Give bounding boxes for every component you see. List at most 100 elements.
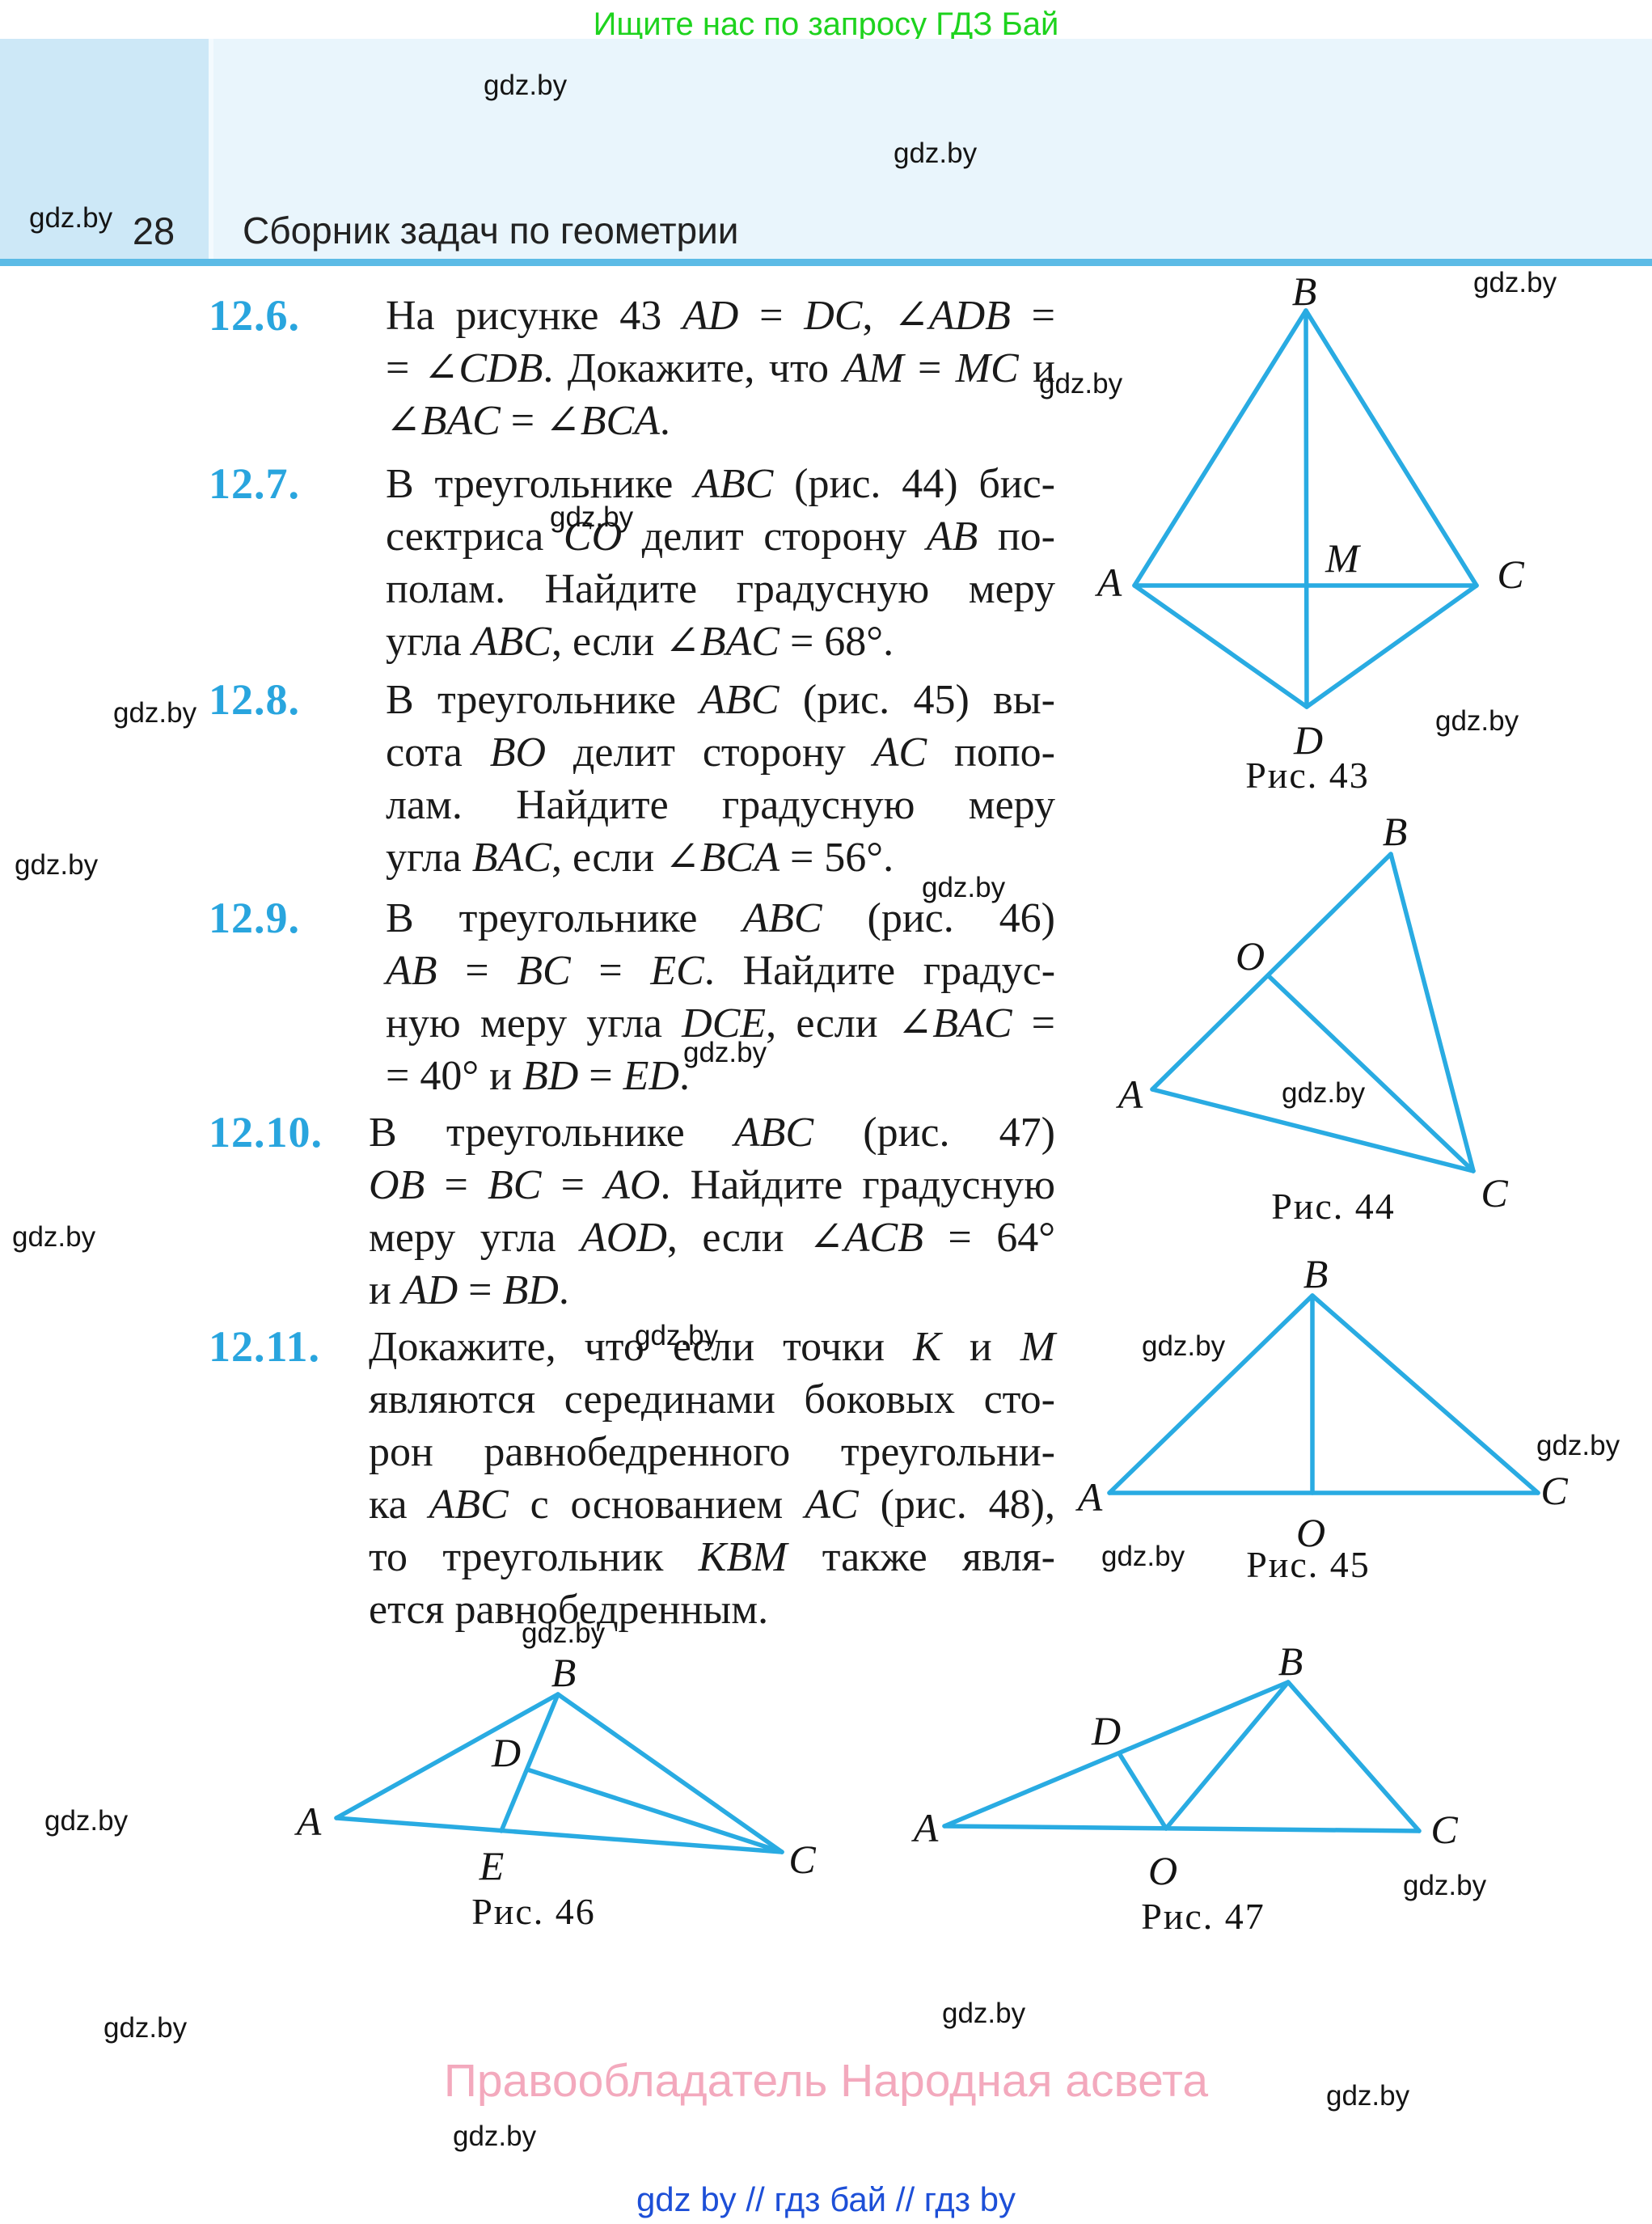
- problem-text-line: то треугольник KBM также явля-: [369, 1534, 1055, 1580]
- problem-text-line: ∠BAC = ∠BCA.: [386, 398, 670, 444]
- problem-text-line: сектриса CO делит сторону AB по-: [386, 514, 1055, 560]
- watermark: gdz.by: [1282, 1077, 1366, 1109]
- problem-text-line: ется равнобедренным.: [369, 1587, 769, 1633]
- segment-AB: [1150, 852, 1393, 1092]
- problem-12-7: 12.7. В треугольнике ABC (рис. 44) бис- …: [209, 458, 1055, 668]
- watermark: gdz.by: [104, 2012, 188, 2044]
- watermark: gdz.by: [1142, 1330, 1226, 1362]
- segment-BC: [556, 1692, 784, 1854]
- watermark: gdz.by: [1536, 1430, 1620, 1461]
- problem-text-line: В треугольнике ABC (рис. 45) вы-: [386, 677, 1055, 723]
- problem-number: 12.11.: [209, 1322, 321, 1371]
- segment-DO: [1117, 1751, 1168, 1831]
- vertex-label-A: A: [294, 1799, 322, 1844]
- segment-AC: [334, 1816, 784, 1854]
- segment-AC: [942, 1824, 1422, 1833]
- page-number: 28: [132, 209, 175, 252]
- problem-text-line: = ∠CDB. Докажите, что AM = MC и: [386, 345, 1055, 391]
- problem-text-line: Докажите, что если точки K и M: [369, 1324, 1056, 1370]
- header-band: [0, 39, 1652, 259]
- point-label-E: E: [479, 1843, 505, 1888]
- figure-caption: Рис. 43: [1245, 755, 1370, 796]
- segment-AB: [1132, 308, 1308, 588]
- problem-text-line: полам. Найдите градусную меру: [386, 566, 1055, 612]
- segment-AC: [1150, 1087, 1476, 1173]
- problem-text-line: ную меру угла DCE, если ∠BAC =: [386, 1000, 1055, 1046]
- segment-BE: [499, 1692, 560, 1833]
- figure-45: B A C O Рис. 45: [1075, 1251, 1569, 1585]
- problem-text-line: меру угла AOD, если ∠ACB = 64°: [369, 1215, 1055, 1261]
- segment-BC: [1303, 308, 1479, 588]
- vertex-label-B: B: [1292, 268, 1317, 314]
- problem-text-line: OB = BC = AO. Найдите градусную: [369, 1162, 1056, 1208]
- problem-text-line: угла BAC, если ∠BCA = 56°.: [386, 835, 894, 881]
- segment-DC: [525, 1767, 784, 1854]
- vertex-label-C: C: [1497, 552, 1524, 597]
- vertex-label-B: B: [1383, 809, 1408, 854]
- watermark: gdz.by: [1473, 267, 1557, 298]
- site-links: gdz by // гдз бай // гдз by: [636, 2180, 1016, 2218]
- segment-DC: [1304, 583, 1479, 709]
- figure-47: B D A O C Рис. 47: [911, 1638, 1459, 1937]
- segment-BC: [1310, 1293, 1540, 1495]
- vertex-label-C: C: [788, 1837, 816, 1882]
- segment-OC: [1266, 974, 1476, 1173]
- segment-AB: [1107, 1293, 1315, 1495]
- figure-caption: Рис. 45: [1246, 1544, 1371, 1585]
- figure-caption: Рис. 47: [1141, 1896, 1265, 1937]
- problem-number: 12.8.: [209, 675, 300, 724]
- watermark: gdz.by: [12, 1221, 96, 1253]
- problem-12-10: 12.10. В треугольнике ABC (рис. 47) OB =…: [209, 1106, 1055, 1317]
- vertex-label-A: A: [1116, 1072, 1143, 1117]
- vertex-label-A: A: [911, 1805, 939, 1850]
- vertex-label-A: A: [1095, 560, 1122, 605]
- watermark: gdz.by: [1326, 2080, 1410, 2112]
- problem-text-line: являются серединами боковых сто-: [369, 1376, 1055, 1423]
- vertex-label-A: A: [1075, 1474, 1103, 1520]
- watermark: gdz.by: [453, 2120, 537, 2152]
- problem-12-11: 12.11. Докажите, что если точки K и M яв…: [209, 1321, 1055, 1636]
- problem-text-line: ка ABC с основанием AC (рис. 48),: [369, 1482, 1055, 1528]
- segment-OB: [1164, 1680, 1291, 1831]
- watermark: gdz.by: [683, 1037, 767, 1068]
- figure-44: B O A C Рис. 44: [1116, 809, 1509, 1227]
- watermark: gdz.by: [484, 70, 568, 101]
- vertex-label-B: B: [1278, 1638, 1303, 1684]
- segment-AB: [334, 1692, 560, 1820]
- top-notice: Ищите нас по запросу ГДЗ Бай: [593, 6, 1059, 42]
- problem-12-8: 12.8. В треугольнике ABC (рис. 45) вы- с…: [209, 674, 1055, 884]
- header-band-left-column: [0, 39, 213, 259]
- watermark: gdz.by: [522, 1617, 606, 1649]
- watermark: gdz.by: [550, 501, 634, 533]
- figure-43: B A C M D Рис. 43: [1095, 268, 1525, 796]
- vertex-label-B: B: [551, 1650, 577, 1695]
- problem-number: 12.6.: [209, 291, 300, 340]
- problem-number: 12.7.: [209, 459, 300, 508]
- watermark: gdz.by: [942, 1998, 1026, 2029]
- watermark: gdz.by: [1039, 368, 1123, 400]
- copyright-text: Правообладатель Народная асвета: [443, 2055, 1209, 2107]
- point-label-O: O: [1296, 1510, 1325, 1555]
- watermark: gdz.by: [1403, 1870, 1487, 1901]
- vertex-label-C: C: [1430, 1807, 1458, 1852]
- figure-46: B D A E C Рис. 46: [294, 1650, 817, 1932]
- point-label-O: O: [1236, 933, 1265, 979]
- problem-text-line: угла ABC, если ∠BAC = 68°.: [386, 619, 894, 665]
- header-rule: [0, 259, 1652, 266]
- problem-12-6: 12.6. На рисунке 43 AD = DC, ∠ADB = = ∠C…: [209, 290, 1055, 447]
- problem-text-line: = 40° и BD = ED.: [386, 1053, 690, 1099]
- point-label-D: D: [491, 1730, 521, 1775]
- point-label-M: M: [1325, 535, 1361, 581]
- problem-text-line: На рисунке 43 AD = DC, ∠ADB =: [386, 293, 1055, 339]
- vertex-label-D: D: [1293, 717, 1323, 763]
- watermark: gdz.by: [29, 202, 113, 234]
- watermark: gdz.by: [894, 137, 978, 169]
- problem-text-line: рон равнобедренного треугольни-: [369, 1429, 1055, 1475]
- problem-text-line: и AD = BD.: [369, 1267, 569, 1313]
- point-label-D: D: [1091, 1708, 1121, 1753]
- vertex-label-B: B: [1303, 1251, 1329, 1296]
- problem-text-line: сота BO делит сторону AC попо-: [386, 729, 1055, 776]
- problem-text-line: В треугольнике ABC (рис. 47): [369, 1110, 1055, 1156]
- problem-text-line: лам. Найдите градусную меру: [386, 782, 1055, 828]
- watermark: gdz.by: [1435, 705, 1519, 737]
